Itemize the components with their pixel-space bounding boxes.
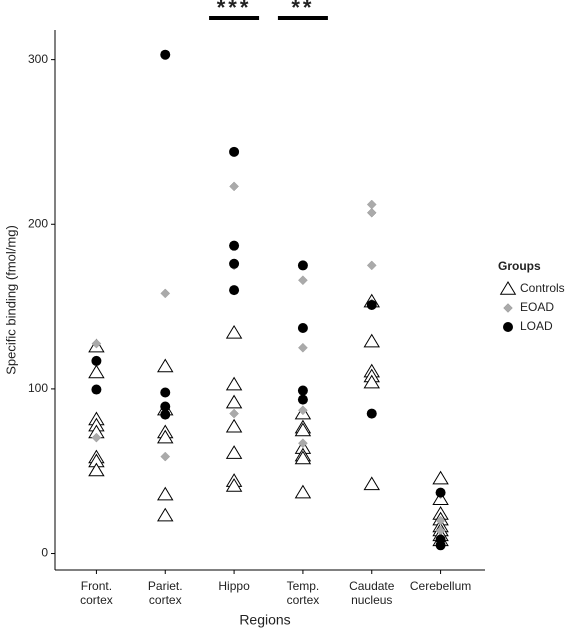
point: [91, 384, 102, 395]
point: [297, 260, 308, 271]
point: [435, 515, 446, 526]
point: [225, 445, 243, 459]
point: [88, 364, 105, 379]
point: [298, 275, 308, 286]
y-tick-label: 0: [41, 546, 48, 560]
point: [160, 451, 171, 462]
point: [160, 49, 171, 60]
point: [229, 146, 240, 157]
point: [91, 338, 102, 349]
point: [157, 507, 174, 522]
point: [225, 324, 243, 339]
point: [297, 322, 308, 333]
point: [432, 470, 449, 485]
x-tick-label: Pariet. cortex: [147, 579, 183, 607]
point: [229, 258, 240, 269]
legend-marker: [499, 281, 517, 295]
point: [160, 288, 171, 299]
legend-marker: [503, 303, 513, 313]
point: [225, 418, 243, 433]
point: [366, 299, 377, 310]
point: [435, 487, 446, 498]
point: [160, 387, 171, 398]
point: [88, 462, 105, 477]
x-tick-label: Hippo: [218, 579, 250, 593]
point: [363, 374, 380, 389]
point: [225, 394, 243, 409]
point: [157, 358, 174, 373]
point: [160, 401, 171, 412]
point: [298, 342, 308, 353]
point: [435, 540, 446, 551]
legend-label: EOAD: [520, 300, 554, 314]
point: [229, 240, 240, 251]
y-axis-label: Specific binding (fmol/mg): [3, 225, 18, 375]
point: [229, 181, 239, 192]
point: [294, 422, 312, 437]
legend-title: Groups: [498, 259, 541, 273]
point: [366, 408, 377, 419]
significance-label: **: [291, 0, 314, 20]
y-tick-label: 300: [28, 52, 48, 66]
legend-label: LOAD: [520, 319, 553, 333]
point: [363, 476, 380, 491]
x-tick-label: Front. cortex: [80, 579, 113, 607]
point: [298, 405, 308, 416]
point: [366, 260, 377, 271]
point: [91, 355, 102, 366]
legend-marker: [503, 322, 513, 332]
x-tick-label: Caudate nucleus: [349, 579, 395, 607]
x-tick-label: Temp. cortex: [286, 579, 320, 607]
point: [229, 408, 239, 419]
x-axis-label: Regions: [239, 612, 290, 628]
x-tick-label: Cerebellum: [409, 579, 472, 593]
point: [229, 285, 240, 296]
significance-label: ***: [217, 0, 252, 20]
point: [225, 478, 243, 492]
point: [294, 484, 312, 499]
y-tick-label: 100: [28, 381, 48, 395]
legend-label: Controls: [520, 281, 565, 295]
point: [298, 438, 308, 449]
point: [157, 486, 174, 501]
y-tick-label: 200: [28, 216, 48, 230]
point: [297, 385, 308, 396]
point: [294, 450, 312, 465]
point: [225, 376, 243, 391]
point: [366, 199, 377, 210]
point: [160, 409, 171, 420]
point: [91, 432, 102, 443]
point: [157, 429, 174, 444]
point: [363, 333, 380, 348]
point: [297, 394, 308, 405]
point: [366, 207, 377, 218]
